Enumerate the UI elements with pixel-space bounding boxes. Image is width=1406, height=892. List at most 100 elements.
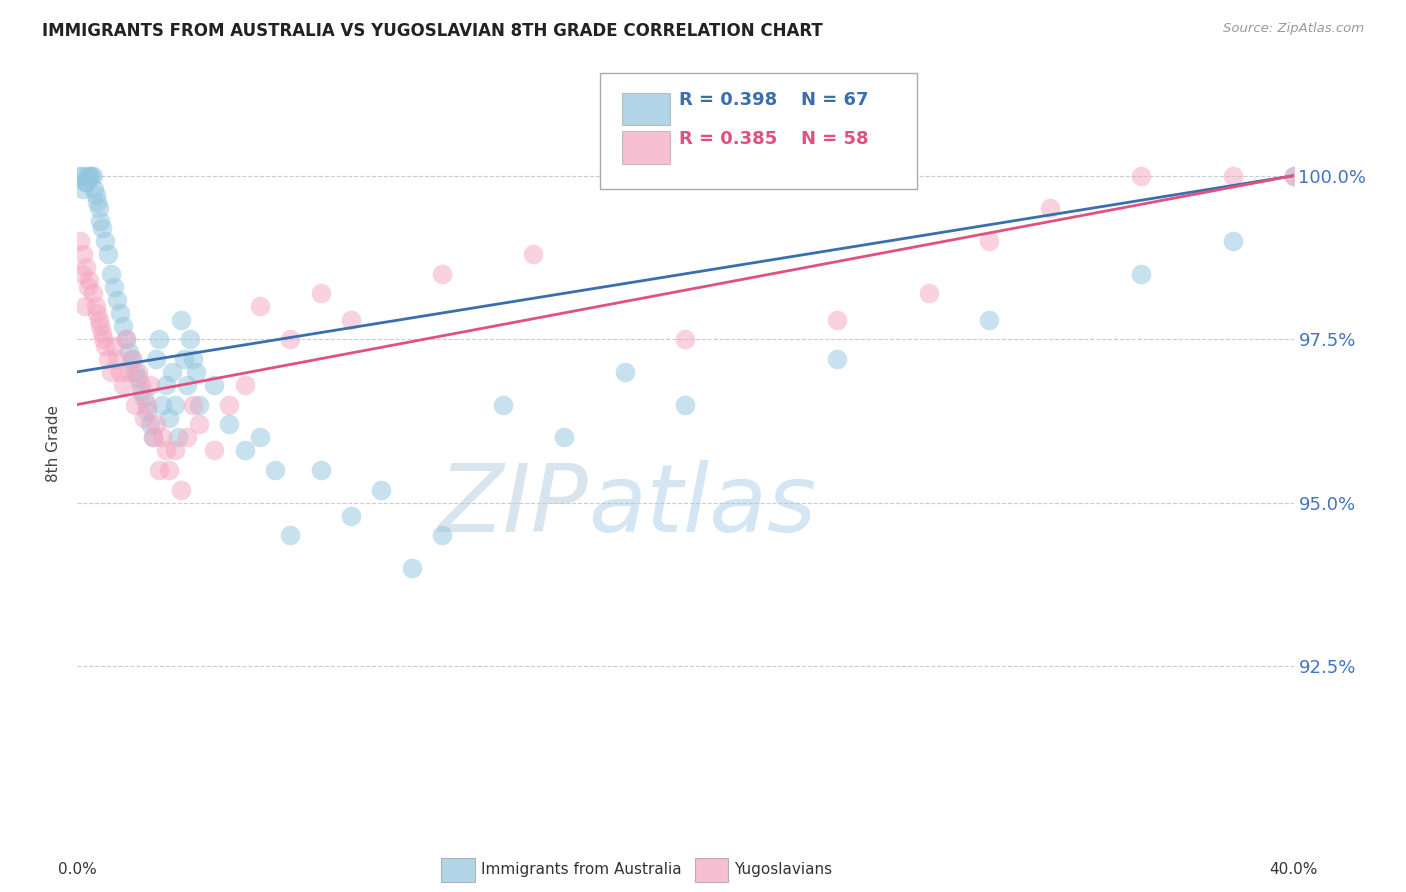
Point <box>118 345 141 359</box>
Point <box>83 182 105 196</box>
Point <box>87 312 110 326</box>
Point <box>111 378 134 392</box>
Point <box>979 312 1001 326</box>
Point <box>1282 169 1305 183</box>
Y-axis label: 8th Grade: 8th Grade <box>46 405 62 483</box>
Point <box>142 430 165 444</box>
Point <box>115 332 138 346</box>
Point <box>97 247 120 261</box>
Text: ZIP: ZIP <box>439 460 588 551</box>
Text: IMMIGRANTS FROM AUSTRALIA VS YUGOSLAVIAN 8TH GRADE CORRELATION CHART: IMMIGRANTS FROM AUSTRALIA VS YUGOSLAVIAN… <box>42 22 823 40</box>
Point <box>79 169 101 183</box>
Point <box>127 365 149 379</box>
Point <box>170 483 193 497</box>
Point <box>121 351 143 366</box>
Point <box>918 286 941 301</box>
Point <box>553 430 575 444</box>
Text: Yugoslavians: Yugoslavians <box>734 863 832 877</box>
FancyBboxPatch shape <box>623 131 669 164</box>
Point <box>103 339 125 353</box>
Point <box>613 365 636 379</box>
Point <box>309 286 332 301</box>
Point <box>93 339 115 353</box>
Point <box>134 391 156 405</box>
Point <box>70 169 93 183</box>
Point <box>249 430 271 444</box>
Point <box>163 398 186 412</box>
Point <box>1039 202 1062 216</box>
Point <box>139 378 162 392</box>
FancyBboxPatch shape <box>600 73 917 189</box>
Point <box>278 332 301 346</box>
Point <box>176 378 198 392</box>
Text: N = 58: N = 58 <box>801 130 869 148</box>
Point <box>82 169 104 183</box>
Point <box>89 319 111 334</box>
Point <box>979 234 1001 248</box>
Point <box>157 410 180 425</box>
Point <box>401 561 423 575</box>
Point <box>1130 169 1153 183</box>
Point <box>179 332 201 346</box>
Text: 40.0%: 40.0% <box>1270 863 1317 877</box>
Point <box>127 371 149 385</box>
Point <box>155 443 177 458</box>
Point <box>100 267 122 281</box>
Point <box>69 234 91 248</box>
Point <box>1222 169 1244 183</box>
Point <box>152 430 174 444</box>
Point <box>69 169 91 183</box>
Point <box>173 351 195 366</box>
Point <box>103 280 125 294</box>
Point <box>233 378 256 392</box>
Point <box>827 312 849 326</box>
Point <box>136 404 159 418</box>
Point <box>73 175 96 189</box>
Point <box>72 247 94 261</box>
Point <box>145 351 167 366</box>
Point <box>145 417 167 432</box>
FancyBboxPatch shape <box>623 93 669 125</box>
Point <box>105 351 128 366</box>
Point <box>218 417 240 432</box>
Point <box>121 351 143 366</box>
Point <box>675 398 697 412</box>
Point <box>202 378 225 392</box>
Point <box>86 306 108 320</box>
Point <box>89 214 111 228</box>
Point <box>218 398 240 412</box>
Point <box>163 443 186 458</box>
Point <box>1222 234 1244 248</box>
Point <box>827 351 849 366</box>
Point <box>370 483 392 497</box>
Point <box>90 221 112 235</box>
Point <box>97 351 120 366</box>
Point <box>170 312 193 326</box>
Text: N = 67: N = 67 <box>801 91 869 110</box>
Point <box>176 430 198 444</box>
Point <box>73 300 96 314</box>
Point <box>93 234 115 248</box>
Point <box>166 430 188 444</box>
Point <box>80 169 103 183</box>
Point <box>91 332 114 346</box>
Point <box>75 175 97 189</box>
Text: 0.0%: 0.0% <box>58 863 97 877</box>
Point <box>79 273 101 287</box>
Point <box>129 378 152 392</box>
Point <box>100 365 122 379</box>
Text: Source: ZipAtlas.com: Source: ZipAtlas.com <box>1223 22 1364 36</box>
Point <box>118 365 141 379</box>
Point <box>340 312 363 326</box>
Point <box>148 463 170 477</box>
Point <box>1282 169 1305 183</box>
Point <box>108 306 131 320</box>
Point <box>75 260 97 275</box>
Point <box>84 188 107 202</box>
Point <box>157 463 180 477</box>
Point <box>139 417 162 432</box>
Point <box>134 410 156 425</box>
Point <box>82 286 104 301</box>
Point <box>136 398 159 412</box>
Point <box>155 378 177 392</box>
